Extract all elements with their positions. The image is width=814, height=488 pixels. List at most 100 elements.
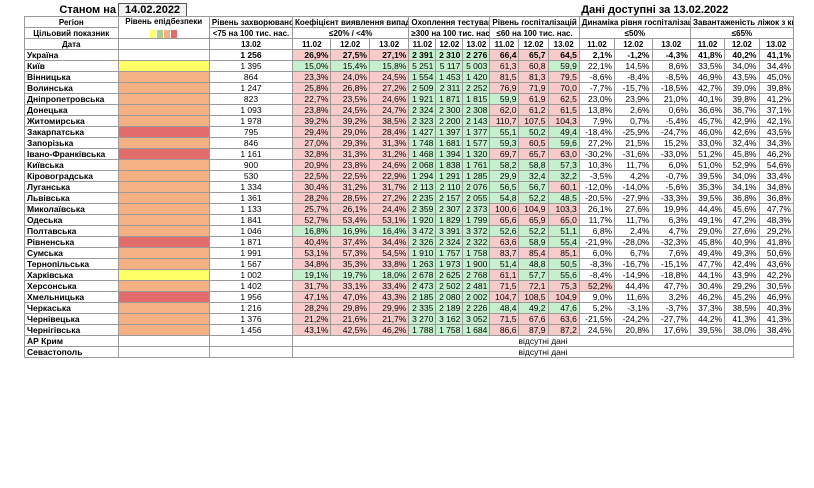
detection-value: 23,5% [330, 93, 370, 105]
dynamics-value: -7,7% [578, 82, 616, 94]
table-row: Київ 1 395 15,0% 15,4% 15,8% 5 251 5 117 5 003 6… [24, 60, 794, 72]
oxygen-value: 34,3% [758, 137, 794, 149]
dynamics-value: 7,6% [651, 247, 691, 259]
detection-value: 16,8% [292, 225, 332, 237]
date-header: 12.02 [330, 38, 370, 50]
dynamics-value: -32,3% [651, 236, 691, 248]
incidence-value: 1 871 [208, 236, 294, 248]
testing-value: 2 307 [435, 203, 464, 215]
dynamics-value: -21,9% [578, 236, 616, 248]
epi-level-cell [117, 159, 210, 171]
oxygen-value: 41,1% [758, 49, 794, 61]
hosp-value: 61,5 [547, 104, 580, 116]
detection-value: 27,1% [368, 49, 410, 61]
table-row: Україна 1 256 26,9% 27,5% 27,1% 2 391 2 310 2 2… [24, 49, 794, 61]
dynamics-value: -3,1% [614, 302, 653, 314]
dynamics-value: -5,6% [651, 181, 691, 193]
testing-value: 1 394 [435, 148, 464, 160]
testing-value: 1 397 [435, 126, 464, 138]
oxygen-value: 40,2% [724, 49, 760, 61]
oxygen-value: 42,2% [758, 269, 794, 281]
oxygen-value: 41,3% [758, 313, 794, 325]
detection-value: 19,1% [292, 269, 332, 281]
dynamics-value: 21,0% [651, 93, 691, 105]
dynamics-value: 0,7% [614, 115, 653, 127]
hosp-value: 48,4 [489, 302, 520, 314]
oxygen-value: 38,5% [724, 302, 760, 314]
detection-value: 31,3% [330, 148, 370, 160]
incidence-value: 1 046 [208, 225, 294, 237]
dynamics-value: -25,9% [614, 126, 653, 138]
detection-value: 47,1% [292, 291, 332, 303]
hosp-value: 50,5 [547, 258, 580, 270]
testing-value: 1 788 [408, 324, 437, 336]
region-name: Одеська [24, 214, 119, 226]
epi-level-cell [117, 302, 210, 314]
dynamics-value: 20,8% [614, 324, 653, 336]
table-row: Черкаська 1 216 28,2% 29,8% 29,9% 2 335 2 189 2… [24, 302, 794, 314]
hosp-value: 108,5 [518, 291, 549, 303]
detection-value: 37,4% [330, 236, 370, 248]
oxygen-value: 33,0% [689, 137, 726, 149]
incidence-value: 823 [208, 93, 294, 105]
incidence-value: 1 376 [208, 313, 294, 325]
testing-value: 1 285 [462, 170, 491, 182]
detection-value: 39,2% [330, 115, 370, 127]
incidence-value: 1 567 [208, 258, 294, 270]
oxygen-value: 50,6% [758, 247, 794, 259]
date-header: 13.02 [758, 38, 794, 50]
detection-value: 26,9% [292, 49, 332, 61]
incidence-value: 1 216 [208, 302, 294, 314]
epi-level-cell [117, 313, 210, 325]
region-name: Волинська [24, 82, 119, 94]
hosp-value: 104,7 [489, 291, 520, 303]
hosp-value: 100,6 [489, 203, 520, 215]
oxygen-value: 45,6% [724, 203, 760, 215]
detection-value: 31,2% [330, 181, 370, 193]
hosp-value: 87,2 [547, 324, 580, 336]
region-name: Чернігівська [24, 324, 119, 336]
detection-value: 24,6% [368, 159, 410, 171]
oxygen-value: 40,9% [724, 236, 760, 248]
oxygen-value: 41,2% [758, 93, 794, 105]
oxygen-value: 49,4% [689, 247, 726, 259]
oxygen-value: 46,9% [758, 291, 794, 303]
detection-value: 31,3% [368, 137, 410, 149]
detection-value: 47,0% [330, 291, 370, 303]
region-name: Житомирська [24, 115, 119, 127]
oxygen-value: 43,5% [758, 126, 794, 138]
testing-value: 1 294 [408, 170, 437, 182]
hosp-value: 55,4 [547, 236, 580, 248]
oxygen-value: 42,6% [724, 126, 760, 138]
oxygen-value: 45,8% [689, 236, 726, 248]
testing-value: 1 684 [462, 324, 491, 336]
dynamics-value: -33,0% [651, 148, 691, 160]
epi-level-cell [117, 203, 210, 215]
as-of-label: Станом на [59, 3, 116, 16]
dynamics-value: 3,2% [651, 291, 691, 303]
testing-value: 1 910 [408, 247, 437, 259]
hosp-value: 29,9 [489, 170, 520, 182]
epi-level-cell [117, 137, 210, 149]
epi-level-cell [117, 115, 210, 127]
col-epi-level-header: Рівень епідбезпеки [117, 16, 210, 39]
dynamics-value: 6,3% [651, 214, 691, 226]
epi-level-cell [117, 214, 210, 226]
oxygen-value: 32,4% [724, 137, 760, 149]
hosp-value: 61,3 [489, 60, 520, 72]
oxygen-value: 33,4% [758, 170, 794, 182]
epi-level-legend-swatches [121, 29, 207, 38]
oxygen-value: 45,8% [724, 148, 760, 160]
hosp-value: 65,6 [489, 214, 520, 226]
dynamics-value: 11,6% [614, 291, 653, 303]
hosp-value: 86,6 [489, 324, 520, 336]
level-swatch [157, 29, 164, 38]
epi-level-cell [117, 236, 210, 248]
table-row: Львівська 1 361 28,2% 28,5% 27,2% 2 235 2 157 2… [24, 192, 794, 204]
testing-value: 1 320 [462, 148, 491, 160]
oxygen-value: 37,3% [689, 302, 726, 314]
detection-value: 26,8% [330, 82, 370, 94]
hosp-value: 55,1 [489, 126, 520, 138]
testing-value: 1 453 [435, 71, 464, 83]
hosp-value: 55,6 [547, 269, 580, 281]
